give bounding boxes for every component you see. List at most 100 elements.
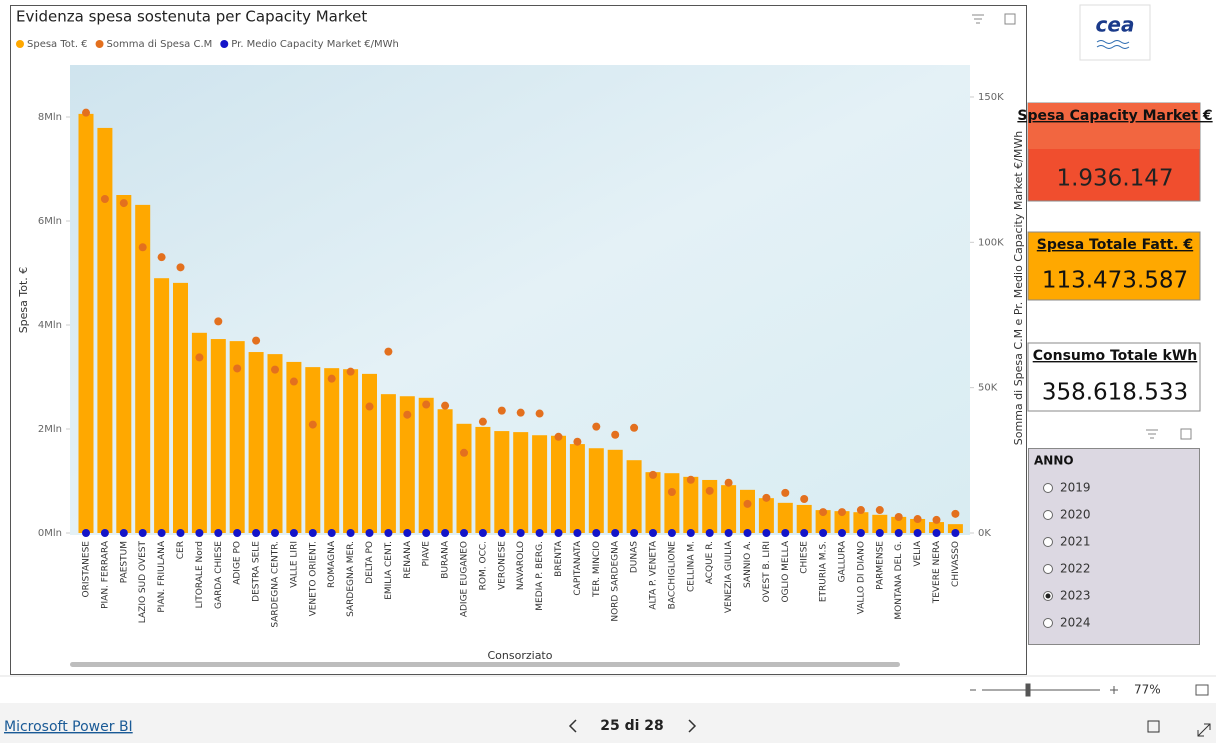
card-title: Spesa Totale Fatt. € bbox=[1037, 237, 1193, 253]
point bbox=[649, 529, 657, 537]
point bbox=[800, 495, 808, 503]
x-tick-label: MONTANA DEL G. bbox=[894, 541, 904, 620]
point bbox=[479, 529, 487, 537]
point bbox=[630, 424, 638, 432]
radio-button[interactable] bbox=[1044, 565, 1053, 574]
bar bbox=[683, 477, 698, 533]
bar bbox=[362, 374, 377, 533]
bar bbox=[627, 460, 642, 533]
scrollbar[interactable] bbox=[70, 662, 900, 667]
point bbox=[403, 529, 411, 537]
bar bbox=[457, 424, 472, 533]
point bbox=[460, 529, 468, 537]
point bbox=[536, 529, 544, 537]
point bbox=[668, 488, 676, 496]
slicer bbox=[1029, 449, 1200, 645]
point bbox=[82, 109, 90, 117]
point bbox=[101, 529, 109, 537]
x-tick-label: CELLINA M. bbox=[686, 541, 696, 592]
x-tick-label: PARMENSE bbox=[875, 541, 885, 590]
slicer-option: 2024 bbox=[1060, 616, 1091, 630]
x-tick-label: DESTRA SELE bbox=[252, 541, 262, 602]
legend-label: Somma di Spesa C.M bbox=[107, 39, 213, 50]
point bbox=[347, 529, 355, 537]
point bbox=[933, 516, 941, 524]
slicer-option: 2020 bbox=[1060, 508, 1091, 522]
slicer-title: ANNO bbox=[1034, 454, 1074, 468]
point bbox=[347, 368, 355, 376]
y-tick-label: 8Mln bbox=[38, 112, 62, 123]
slicer-option: 2022 bbox=[1060, 562, 1091, 576]
point bbox=[555, 433, 563, 441]
x-tick-label: NORD SARDEGNA bbox=[611, 540, 621, 621]
point bbox=[819, 529, 827, 537]
bar bbox=[97, 128, 112, 533]
point bbox=[630, 529, 638, 537]
bar bbox=[721, 485, 736, 533]
point bbox=[479, 418, 487, 426]
radio-button[interactable] bbox=[1044, 484, 1053, 493]
point bbox=[309, 529, 317, 537]
point bbox=[384, 348, 392, 356]
point bbox=[611, 529, 619, 537]
point bbox=[895, 529, 903, 537]
radio-button[interactable] bbox=[1044, 538, 1053, 547]
x-tick-label: SANNIO A. bbox=[743, 541, 753, 588]
point bbox=[120, 529, 128, 537]
logo: cea bbox=[1096, 13, 1135, 37]
report: Evidenza spesa sostenuta per Capacity Ma… bbox=[0, 0, 1216, 743]
x-tick-label: LITORALE Nord bbox=[195, 541, 205, 608]
point bbox=[101, 195, 109, 203]
point bbox=[951, 510, 959, 518]
point bbox=[403, 411, 411, 419]
y2-tick-label: 150K bbox=[978, 92, 1004, 103]
x-tick-label: DUNAS bbox=[630, 541, 640, 573]
zoom-level: 77% bbox=[1134, 683, 1161, 697]
card-title: Consumo Totale kWh bbox=[1033, 348, 1198, 364]
point bbox=[460, 449, 468, 457]
point bbox=[195, 529, 203, 537]
point bbox=[328, 529, 336, 537]
bar bbox=[551, 436, 566, 533]
point bbox=[214, 317, 222, 325]
point bbox=[687, 529, 695, 537]
point bbox=[498, 529, 506, 537]
point bbox=[951, 529, 959, 537]
y2-axis-title: Somma di Spesa C.M e Pr. Medio Capacity … bbox=[1012, 131, 1025, 445]
bar bbox=[513, 432, 528, 533]
brand-link[interactable]: Microsoft Power BI bbox=[4, 719, 133, 735]
bar bbox=[192, 333, 207, 533]
bar bbox=[740, 490, 755, 533]
legend-marker bbox=[96, 40, 104, 48]
point bbox=[214, 529, 222, 537]
radio-button[interactable] bbox=[1044, 619, 1053, 628]
radio-button[interactable] bbox=[1044, 511, 1053, 520]
bar bbox=[438, 409, 453, 533]
bar bbox=[79, 114, 94, 533]
bar bbox=[419, 398, 434, 533]
point bbox=[441, 402, 449, 410]
card-value: 358.618.533 bbox=[1042, 380, 1188, 406]
x-tick-label: PIAVE bbox=[422, 541, 432, 567]
card-value: 113.473.587 bbox=[1042, 268, 1188, 294]
point bbox=[536, 410, 544, 418]
point bbox=[441, 529, 449, 537]
x-tick-label: ORISTANESE bbox=[82, 541, 92, 598]
point bbox=[876, 506, 884, 514]
y2-tick-label: 0K bbox=[978, 528, 991, 539]
point bbox=[914, 515, 922, 523]
bar bbox=[494, 431, 509, 533]
point bbox=[914, 529, 922, 537]
x-tick-label: VALLO DI DIANO bbox=[856, 541, 866, 614]
point bbox=[271, 529, 279, 537]
x-tick-label: VALLE LIRI bbox=[289, 541, 299, 588]
point bbox=[120, 199, 128, 207]
point bbox=[706, 529, 714, 537]
point bbox=[233, 529, 241, 537]
page-indicator: 25 di 28 bbox=[600, 718, 664, 734]
bar bbox=[664, 473, 679, 533]
x-tick-label: DELTA PO bbox=[365, 541, 375, 584]
legend-marker bbox=[16, 40, 24, 48]
bar bbox=[570, 444, 585, 533]
point bbox=[158, 529, 166, 537]
